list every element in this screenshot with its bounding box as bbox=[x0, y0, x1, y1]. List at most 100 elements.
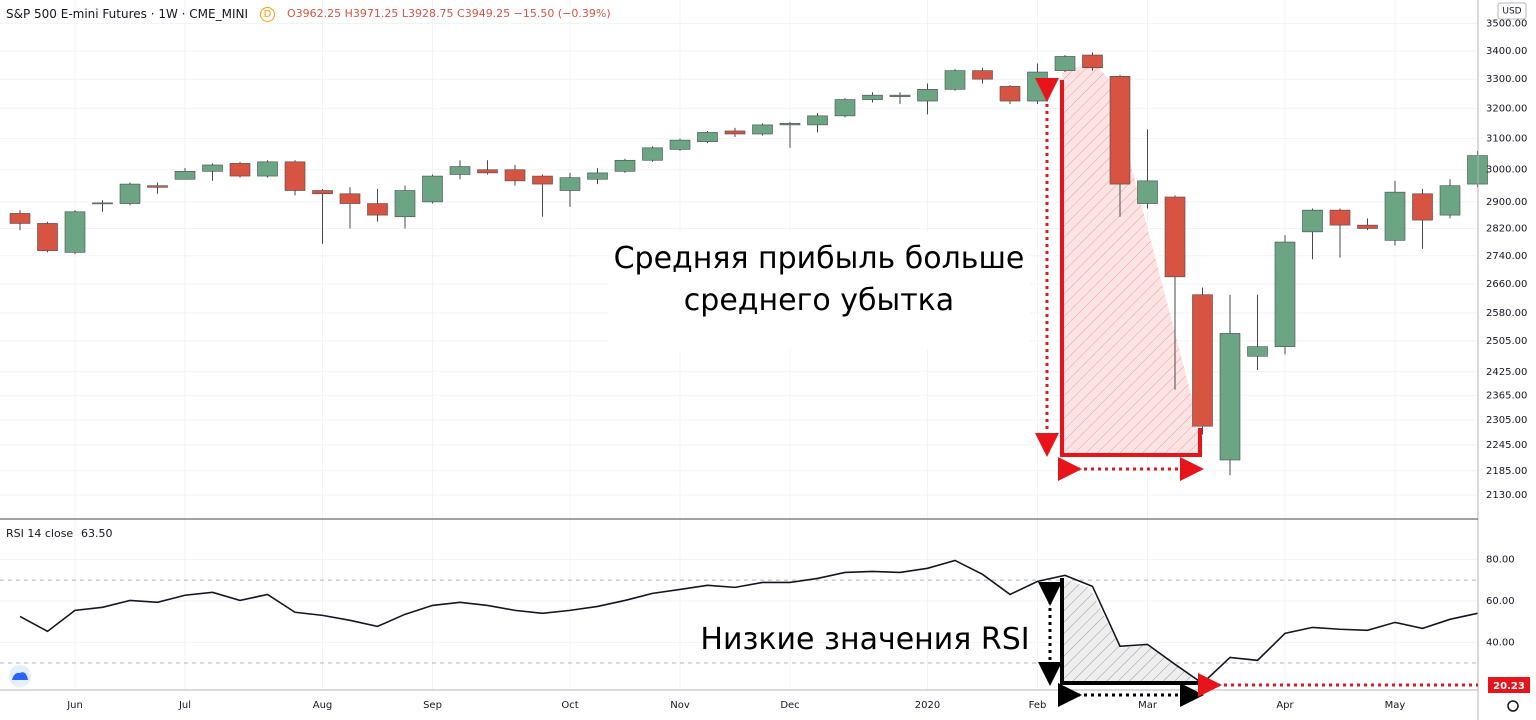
x-tick-label: Oct bbox=[561, 700, 578, 711]
settings[interactable] bbox=[1507, 700, 1519, 712]
symbol-title: S&P 500 E-mini Futures · 1W · CME_MINI bbox=[6, 7, 249, 21]
y-tick-label: 3400.00 bbox=[1486, 46, 1527, 57]
candle-body bbox=[257, 161, 278, 177]
candle-body bbox=[64, 211, 86, 253]
candle-body bbox=[752, 124, 773, 135]
candle-body bbox=[174, 171, 196, 180]
x-tick-label: Apr bbox=[1276, 700, 1294, 711]
y-tick-label: 2820.00 bbox=[1486, 223, 1527, 234]
candle-body bbox=[229, 163, 251, 177]
y-tick-label: 2740.00 bbox=[1486, 251, 1527, 262]
candle-body bbox=[1219, 333, 1241, 461]
candle-body bbox=[944, 70, 966, 90]
candle-body bbox=[92, 202, 113, 205]
x-tick-label: 2020 bbox=[915, 700, 940, 711]
candle-body bbox=[422, 175, 443, 203]
y-tick-label: 3300.00 bbox=[1486, 74, 1527, 85]
candle-body bbox=[1192, 294, 1213, 427]
rsi-area bbox=[1062, 578, 1200, 683]
candle-body bbox=[724, 130, 746, 135]
y-tick-label: 3000.00 bbox=[1486, 165, 1527, 176]
candle-body bbox=[532, 175, 553, 185]
candle-body bbox=[587, 172, 608, 180]
x-tick-label: Jun bbox=[66, 700, 83, 711]
y-tick-label: 80.00 bbox=[1486, 554, 1515, 565]
x-tick-label: Mar bbox=[1138, 700, 1158, 711]
candle-body bbox=[449, 166, 471, 175]
candle-body bbox=[1082, 54, 1103, 69]
x-tick-label: Sep bbox=[423, 700, 442, 711]
candle-body bbox=[559, 177, 581, 191]
candle-body bbox=[697, 132, 718, 142]
y-tick-label: 40.00 bbox=[1486, 637, 1515, 648]
candle-body bbox=[477, 169, 498, 174]
y-tick-label: 2900.00 bbox=[1486, 197, 1527, 208]
candle-body bbox=[834, 99, 856, 117]
profit-frame bbox=[1060, 80, 1202, 457]
value-marker bbox=[1488, 677, 1530, 693]
candle-body bbox=[972, 70, 993, 80]
y-tick-label: 2660.00 bbox=[1486, 279, 1527, 290]
annotation-line: среднего убытка bbox=[683, 283, 955, 318]
y-tick-label: 2305.00 bbox=[1486, 415, 1527, 426]
candle-body bbox=[779, 123, 801, 126]
x-tick-label: Dec bbox=[780, 700, 799, 711]
candle-body bbox=[642, 147, 663, 161]
candle-body bbox=[999, 86, 1021, 102]
candle-body bbox=[339, 193, 361, 204]
candle-body bbox=[202, 164, 223, 172]
profit-area bbox=[1062, 62, 1200, 455]
candle-body bbox=[669, 139, 691, 150]
rsi-last: 63.50 bbox=[81, 527, 113, 540]
candle-body bbox=[889, 94, 911, 97]
candle-body bbox=[807, 115, 828, 126]
candle-body bbox=[119, 183, 141, 204]
y-tick-label: 3100.00 bbox=[1486, 134, 1527, 145]
y-tick-label: 2425.00 bbox=[1486, 367, 1527, 378]
candle-body bbox=[1329, 209, 1351, 226]
logo-cloud bbox=[12, 672, 28, 680]
y-tick-label: 2580.00 bbox=[1486, 308, 1527, 319]
currency: USD bbox=[1502, 7, 1521, 17]
candle-body bbox=[1054, 56, 1076, 71]
currency-box bbox=[1497, 2, 1527, 20]
candle-body bbox=[614, 159, 636, 172]
candle-body bbox=[1357, 224, 1378, 229]
x-tick-label: May bbox=[1385, 700, 1406, 711]
candle-body bbox=[1137, 180, 1158, 204]
candle-body bbox=[1164, 196, 1186, 278]
candle-body bbox=[1439, 185, 1461, 216]
candle-body bbox=[312, 190, 333, 195]
candle-body bbox=[504, 169, 526, 182]
y-tick-label: 2130.00 bbox=[1486, 490, 1527, 501]
y-tick-label: 60.00 bbox=[1486, 596, 1515, 607]
candle-body bbox=[284, 161, 306, 191]
annotation-line: Средняя прибыль больше bbox=[613, 241, 1025, 276]
badge: D bbox=[260, 7, 275, 22]
x-tick-label: Nov bbox=[670, 700, 690, 711]
candle-body bbox=[147, 185, 168, 188]
candle-body bbox=[1412, 193, 1433, 221]
candle-body bbox=[9, 213, 31, 224]
candle-body bbox=[917, 89, 938, 102]
rsi-line bbox=[19, 559, 1478, 685]
y-tick-label: 2365.00 bbox=[1486, 391, 1527, 402]
y-tick-label: 2505.00 bbox=[1486, 336, 1527, 347]
candle-body bbox=[1274, 241, 1296, 347]
candle-body bbox=[37, 223, 58, 251]
x-tick-label: Aug bbox=[313, 700, 333, 711]
ohlc: O3962.25 H3971.25 L3928.75 C3949.25 −15.… bbox=[287, 7, 611, 20]
candle-body bbox=[1027, 71, 1048, 102]
y-tick-label: 2185.00 bbox=[1486, 466, 1527, 477]
y-tick-label: 2245.00 bbox=[1486, 440, 1527, 451]
value-marker-label: 20.23 bbox=[1493, 681, 1525, 692]
x-tick-label: Jul bbox=[178, 700, 191, 711]
candle-body bbox=[1247, 346, 1268, 357]
candle-body bbox=[1302, 209, 1323, 233]
x-tick-label: Feb bbox=[1029, 700, 1047, 711]
y-tick-label: 3200.00 bbox=[1486, 103, 1527, 114]
candle-body bbox=[1384, 191, 1406, 241]
rsi-name: RSI 14 close bbox=[6, 527, 74, 540]
